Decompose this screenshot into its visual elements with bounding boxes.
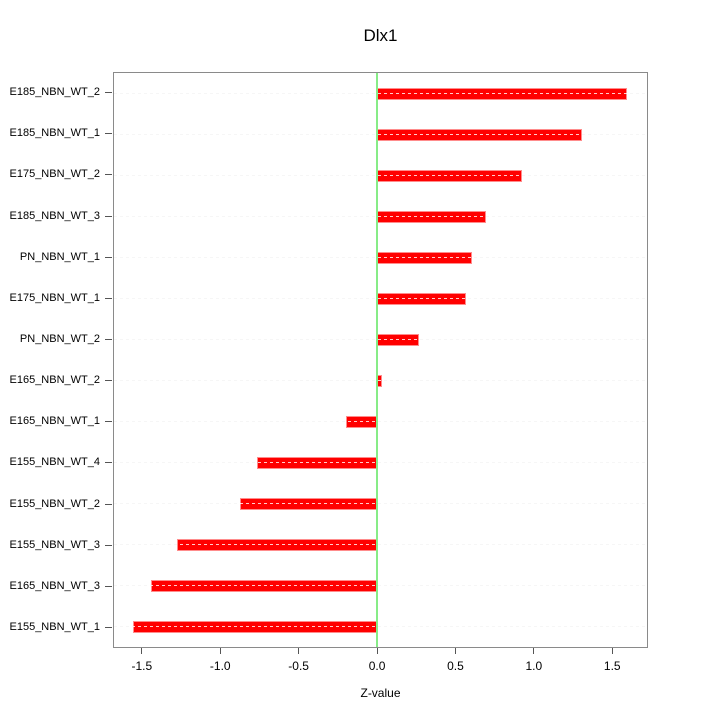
x-tick [376,648,378,654]
x-tick-label: 0.0 [368,659,386,673]
x-tick-label: 1.5 [603,659,621,673]
y-tick [105,338,112,340]
y-tick [105,133,112,135]
y-tick-label: PN_NBN_WT_2 [19,332,100,345]
bar-row [114,483,647,524]
y-tick [105,626,112,628]
chart-title: Dlx1 [363,26,398,45]
plot-area [113,72,648,648]
gridline-overlay [114,133,647,135]
gridline-overlay [114,584,647,586]
bar-row [114,73,647,114]
gridline-overlay [114,174,647,176]
bar-row [114,360,647,401]
y-tick-label: E155_NBN_WT_4 [9,456,101,469]
bar [150,579,378,592]
y-tick [105,256,112,258]
x-tick-label: -1.5 [131,659,153,673]
bar [377,169,523,182]
bar [256,456,378,469]
y-tick-label: E175_NBN_WT_2 [9,168,101,181]
y-tick [105,462,112,464]
x-tick-label: 0.5 [447,659,464,673]
gridline-overlay [114,215,647,217]
y-tick [105,174,112,176]
bar [239,497,378,510]
bar-row [114,401,647,442]
x-tick [298,648,300,654]
gridline-overlay [114,92,647,94]
bar [377,128,582,141]
gridline-overlay [114,297,647,299]
y-tick [105,297,112,299]
y-tick-label: E185_NBN_WT_1 [9,127,101,140]
bar-row [114,524,647,565]
y-tick-label: E165_NBN_WT_3 [9,579,101,592]
bar-row [114,237,647,278]
y-tick [105,544,112,546]
y-tick-label: E155_NBN_WT_2 [9,497,101,510]
bar [345,415,378,428]
x-tick [141,648,143,654]
y-tick [105,380,112,382]
x-tick-label: -1.0 [209,659,231,673]
bar [377,210,487,223]
x-tick [611,648,613,654]
y-tick [105,92,112,94]
zero-line [376,73,379,647]
bar [133,620,378,633]
y-tick-label: E155_NBN_WT_1 [9,620,101,633]
x-tick [219,648,221,654]
bar [377,292,467,305]
x-tick-label: -0.5 [288,659,309,673]
gridline-overlay [114,379,647,381]
bar-row [114,155,647,196]
gridline-overlay [114,625,647,627]
gridline-overlay [114,256,647,258]
y-axis: E185_NBN_WT_2 E185_NBN_WT_1 E175_NBN_WT_2 E… [0,72,112,648]
bar-row [114,442,647,483]
x-axis: -1.5 -1.0 -0.5 0.0 0.5 1.0 1.5 [113,648,648,694]
x-axis-title: Z-value [360,686,401,700]
y-tick [105,215,112,217]
bar [377,87,627,100]
y-tick-label: E165_NBN_WT_2 [9,374,101,387]
y-tick [105,421,112,423]
y-tick-label: E185_NBN_WT_2 [9,86,101,99]
bar-row [114,278,647,319]
gridline-overlay [114,420,647,422]
y-tick-label: PN_NBN_WT_1 [19,250,100,263]
y-tick-label: E175_NBN_WT_1 [9,291,101,304]
bar [377,251,473,264]
bar-row [114,196,647,237]
y-tick-label: E185_NBN_WT_3 [9,209,101,222]
bar-row [114,606,647,647]
y-tick-label: E155_NBN_WT_3 [9,538,101,551]
bar-row [114,565,647,606]
bar [177,538,378,551]
gridline-overlay [114,461,647,463]
y-tick [105,503,112,505]
bar-row [114,319,647,360]
y-tick [105,585,112,587]
gridline-overlay [114,502,647,504]
bar-row [114,114,647,155]
y-tick-label: E165_NBN_WT_1 [9,415,101,428]
x-tick-label: 1.0 [525,659,543,673]
x-tick [454,648,456,654]
x-tick [533,648,535,654]
bar [377,333,420,346]
gridline-overlay [114,338,647,340]
gridline-overlay [114,543,647,545]
